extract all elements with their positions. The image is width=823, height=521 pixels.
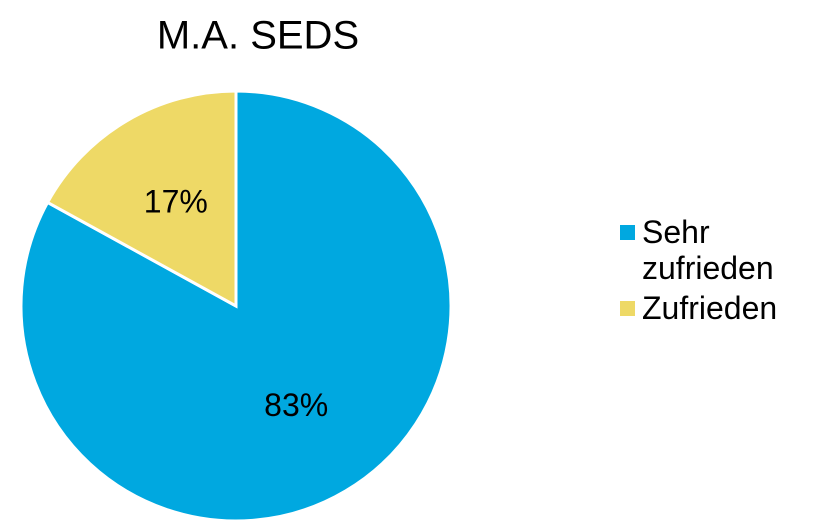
data-label: 17% xyxy=(144,184,208,220)
pie-slice xyxy=(19,89,453,521)
legend-label: Sehr zufrieden xyxy=(642,214,774,286)
legend-item: Sehr zufrieden xyxy=(620,214,820,286)
legend-item: Zufrieden xyxy=(620,290,820,326)
pie-slice xyxy=(45,89,238,309)
legend-label: Zufrieden xyxy=(642,290,778,326)
data-label: 83% xyxy=(264,387,328,423)
chart-title: M.A. SEDS xyxy=(157,14,359,58)
legend-swatch xyxy=(620,301,635,316)
legend-swatch xyxy=(620,225,635,240)
legend: Sehr zufrieden Zufrieden xyxy=(620,214,820,330)
